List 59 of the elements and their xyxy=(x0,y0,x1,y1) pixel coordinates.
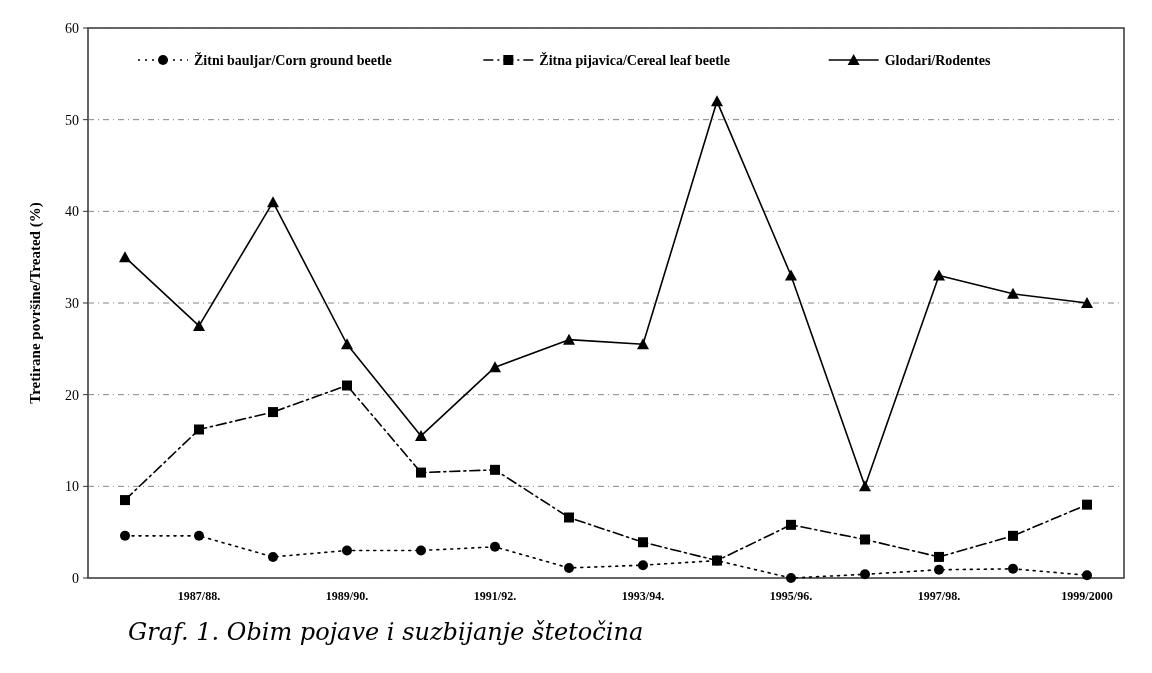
point xyxy=(786,573,796,583)
y-tick-label: 20 xyxy=(65,387,79,403)
legend-label: Žitna pijavica/Cereal leaf beetle xyxy=(539,51,730,68)
point xyxy=(341,338,353,350)
point xyxy=(638,560,648,571)
point xyxy=(489,361,501,373)
point xyxy=(711,95,723,107)
point xyxy=(194,424,204,435)
point xyxy=(637,338,649,350)
point xyxy=(120,495,130,506)
point xyxy=(860,534,870,545)
x-tick-label: 1989/90. xyxy=(325,589,369,603)
y-tick-label: 60 xyxy=(65,20,79,36)
x-tick-label: 1995/96. xyxy=(769,589,813,603)
point xyxy=(786,519,796,530)
x-tick-label: 1997/98. xyxy=(917,589,961,603)
legend-label: Žitni bauljar/Corn ground beetle xyxy=(194,51,392,68)
x-tick-label: 1987/88. xyxy=(177,589,221,603)
point xyxy=(267,196,279,208)
y-tick-label: 50 xyxy=(65,112,79,128)
x-tick-label: 1999/2000 xyxy=(1061,589,1113,603)
point xyxy=(342,545,352,556)
point xyxy=(194,530,204,541)
point xyxy=(119,251,131,263)
point xyxy=(490,464,500,475)
y-tick-label: 0 xyxy=(72,570,79,586)
point xyxy=(859,480,871,492)
point xyxy=(933,269,945,281)
point xyxy=(1008,530,1018,541)
point xyxy=(268,551,278,562)
point xyxy=(342,380,352,391)
point xyxy=(785,269,797,281)
y-tick-label: 30 xyxy=(65,295,79,311)
point xyxy=(416,545,426,556)
y-tick-label: 40 xyxy=(65,204,79,220)
point xyxy=(563,333,575,345)
point xyxy=(564,562,574,573)
point xyxy=(1082,499,1092,510)
point xyxy=(860,569,870,580)
point xyxy=(934,551,944,562)
point xyxy=(1008,563,1018,574)
point xyxy=(416,467,426,478)
point xyxy=(1082,570,1092,581)
point xyxy=(120,530,130,541)
point xyxy=(415,429,427,441)
y-tick-label: 10 xyxy=(65,479,79,495)
y-axis-title: Tretirane površine/Treated (%) xyxy=(27,202,44,404)
x-tick-label: 1991/92. xyxy=(473,589,517,603)
point xyxy=(1081,297,1093,308)
point xyxy=(934,564,944,575)
point xyxy=(193,319,205,331)
text: Graf. 1. Obim pojave i suzbijanje štetočina xyxy=(128,618,644,646)
point xyxy=(638,537,648,548)
x-tick-label: 1993/94. xyxy=(621,589,665,603)
point xyxy=(490,541,500,552)
point xyxy=(564,512,574,523)
point xyxy=(268,407,278,418)
legend-label: Glodari/Rodentes xyxy=(884,52,991,68)
point xyxy=(1007,287,1019,299)
